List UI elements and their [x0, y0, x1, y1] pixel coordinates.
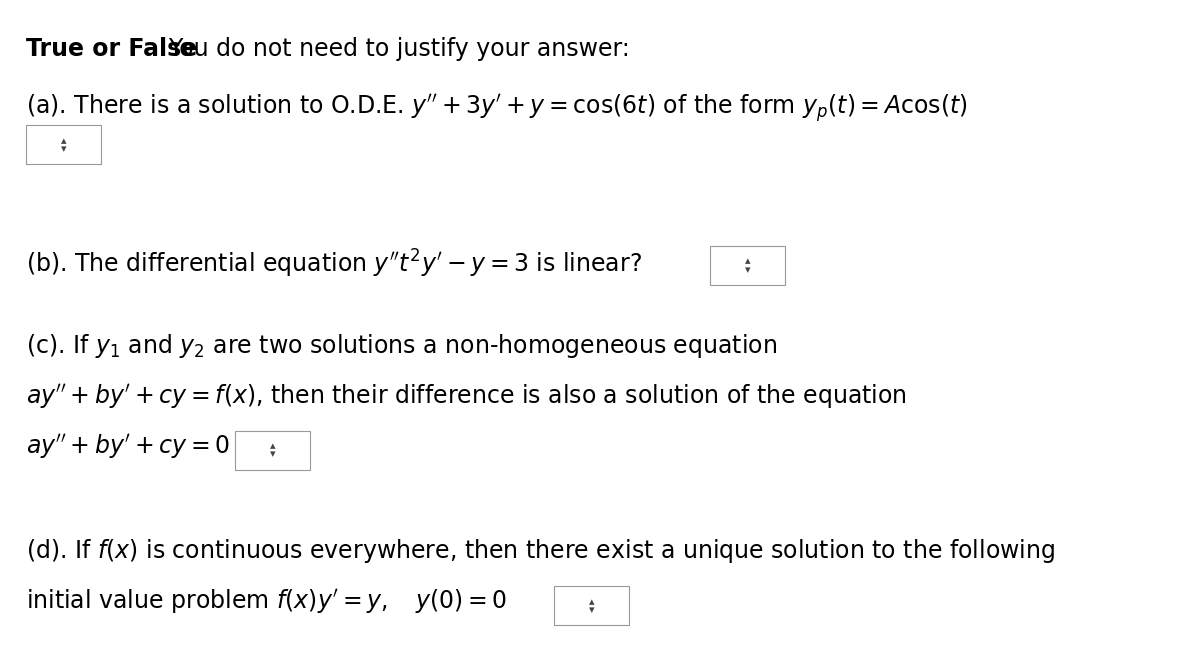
Text: $ay'' + by' + cy = 0$: $ay'' + by' + cy = 0$ [26, 433, 230, 462]
Text: (a). There is a solution to O.D.E. $y'' + 3y' + y = \cos(6t)$ of the form $y_p(t: (a). There is a solution to O.D.E. $y'' … [26, 93, 968, 125]
FancyBboxPatch shape [710, 246, 785, 285]
Text: ▴
▾: ▴ ▾ [270, 441, 275, 460]
Text: (c). If $y_1$ and $y_2$ are two solutions a non-homogeneous equation: (c). If $y_1$ and $y_2$ are two solution… [26, 332, 778, 360]
Text: ▴
▾: ▴ ▾ [745, 256, 750, 275]
Text: You do not need to justify your answer:: You do not need to justify your answer: [168, 37, 630, 61]
Text: ▴
▾: ▴ ▾ [61, 136, 66, 154]
FancyBboxPatch shape [26, 125, 101, 164]
Text: (b). The differential equation $y''t^2y' - y = 3$ is linear?: (b). The differential equation $y''t^2y'… [26, 248, 642, 280]
Text: True or False: True or False [26, 37, 198, 61]
Text: (d). If $f(x)$ is continuous everywhere, then there exist a unique solution to t: (d). If $f(x)$ is continuous everywhere,… [26, 537, 1056, 565]
Text: initial value problem $f(x)y' = y, \quad y(0) = 0$: initial value problem $f(x)y' = y, \quad… [26, 587, 508, 616]
Text: $ay'' + by' + cy = f(x)$, then their difference is also a solution of the equati: $ay'' + by' + cy = f(x)$, then their dif… [26, 382, 907, 411]
Text: ▴
▾: ▴ ▾ [589, 597, 594, 615]
FancyBboxPatch shape [235, 431, 310, 470]
FancyBboxPatch shape [554, 586, 629, 625]
